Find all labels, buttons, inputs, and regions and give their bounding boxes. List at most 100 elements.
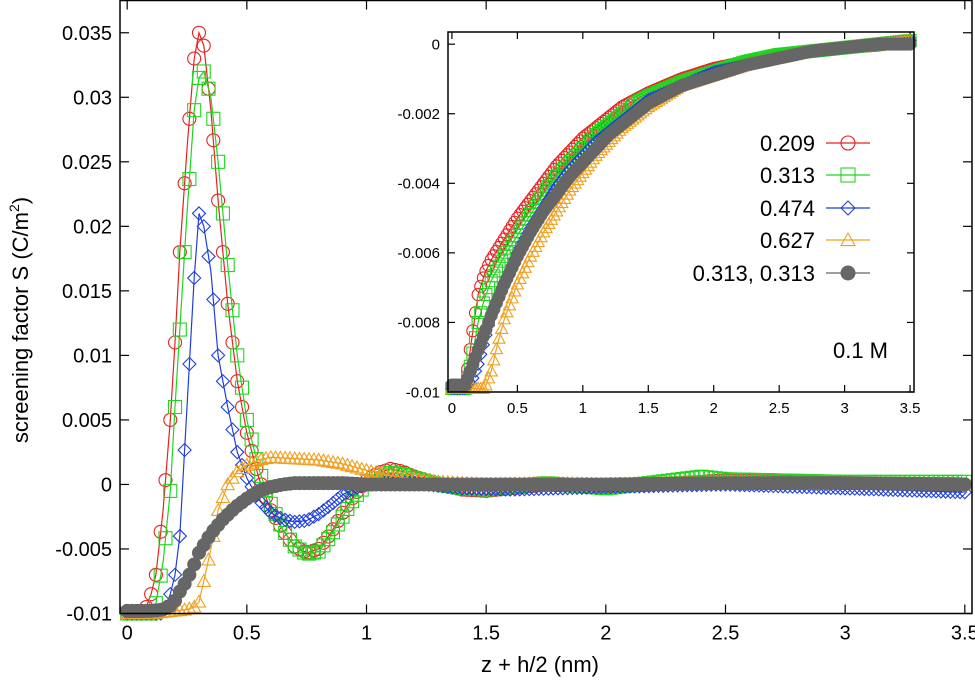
data-point: [235, 380, 250, 395]
data-point: [254, 468, 269, 483]
data-point: [225, 303, 240, 318]
data-point: [492, 331, 506, 344]
data-point: [263, 496, 278, 511]
data-point: [206, 111, 221, 126]
data-point: [335, 487, 350, 503]
data-point: [320, 499, 336, 515]
series-0-313-0-313: [120, 476, 972, 618]
main-plot: 0 0.5 1 1.5 2 2.5 3 3.5 -0.01 -0.005 0 0.005 0.01 0.0…: [6, 0, 975, 677]
data-point: [335, 456, 351, 470]
data-point: [330, 491, 346, 507]
data-point: [244, 432, 259, 447]
data-point: [268, 508, 283, 523]
inset-plot-frame: [447, 31, 915, 393]
data-point: [234, 457, 250, 473]
legend-label: 0.627: [760, 228, 815, 253]
data-point: [158, 531, 173, 546]
data-point: [182, 111, 197, 126]
data-point: [539, 173, 553, 187]
data-point: [301, 512, 317, 527]
data-point: [573, 134, 587, 148]
data-point: [273, 510, 288, 526]
y-tick-label: -0.004: [397, 176, 440, 193]
data-point: [325, 525, 341, 540]
inset-plot: 0 0.5 1 1.5 2 2.5 3 3.5 -0.01 -0.008 -0.006 -0.004 -…: [397, 31, 921, 417]
legend-entry: 0.474: [760, 196, 870, 221]
data-point: [177, 602, 193, 616]
y-tick-label: -0.01: [66, 604, 112, 626]
inset-annotation: 0.1 M: [833, 338, 888, 363]
x-tick-label: 3: [840, 623, 851, 645]
data-point: [215, 373, 231, 389]
data-point: [957, 477, 972, 492]
legend-marker: [840, 135, 856, 151]
data-point: [325, 454, 341, 469]
data-point: [476, 381, 491, 394]
data-point: [163, 483, 178, 498]
x-tick-label: 2.5: [712, 623, 740, 645]
data-point: [187, 51, 202, 66]
data-point: [277, 512, 293, 528]
data-point: [315, 453, 331, 467]
data-point: [167, 567, 183, 583]
data-point: [479, 288, 493, 302]
y-tick-label: 0.02: [73, 216, 112, 238]
data-point: [206, 292, 221, 307]
y-tick-label: 0.01: [73, 345, 112, 367]
data-point: [211, 154, 226, 169]
data-point: [349, 460, 365, 474]
y-axis-title-superscript: 2: [6, 204, 22, 212]
data-point: [297, 545, 312, 560]
data-point: [191, 25, 207, 40]
data-point: [292, 542, 307, 557]
data-point: [497, 249, 511, 263]
data-point: [486, 352, 501, 366]
data-point: [340, 501, 355, 517]
x-tick-label: 1: [579, 400, 587, 417]
y-tick-label: -0.006: [397, 245, 440, 262]
data-point: [476, 296, 490, 310]
data-point: [206, 133, 221, 148]
legend-marker: [840, 200, 856, 216]
data-point: [495, 254, 509, 268]
main-axis-ticks: 0 0.5 1 1.5 2 2.5 3 3.5 -0.01 -0.005 0 0.005 0.01 0.0…: [55, 0, 975, 645]
data-point: [248, 453, 264, 467]
data-point: [196, 64, 211, 79]
data-point: [225, 470, 240, 484]
data-point: [306, 545, 321, 560]
data-point: [268, 507, 283, 522]
data-point: [201, 552, 216, 566]
data-point: [542, 169, 556, 183]
data-point: [330, 455, 346, 469]
data-point: [191, 594, 207, 608]
data-point: [182, 356, 197, 372]
data-point: [492, 259, 506, 273]
data-point: [230, 348, 245, 363]
data-point: [201, 81, 216, 96]
data-point: [363, 463, 379, 478]
data-point: [354, 461, 370, 475]
data-point: [172, 528, 188, 544]
legend-entry: 0.209: [760, 131, 870, 156]
x-tick-label: 2: [710, 400, 718, 417]
y-axis-title-close: ): [8, 197, 33, 204]
legend: 0.209 0.313 0.474 0.627 0.313, 0.313: [693, 131, 870, 286]
data-point: [489, 264, 503, 278]
data-point: [339, 457, 355, 471]
y-tick-label: 0.015: [62, 281, 112, 303]
data-point: [292, 514, 307, 529]
main-y-axis-title: screening factor S (C/m2): [6, 197, 33, 443]
data-point: [311, 506, 326, 522]
series-0-313-0-313: [445, 37, 917, 392]
legend-label: 0.209: [760, 131, 815, 156]
data-point: [177, 176, 192, 191]
data-point: [239, 457, 255, 471]
data-point: [505, 290, 520, 304]
y-tick-label: 0.025: [62, 152, 112, 174]
data-point: [210, 348, 226, 363]
data-point: [534, 180, 548, 194]
data-point: [187, 103, 202, 118]
legend-entry: 0.313: [760, 163, 870, 188]
main-series-layer: [119, 25, 973, 621]
data-point: [177, 245, 192, 260]
